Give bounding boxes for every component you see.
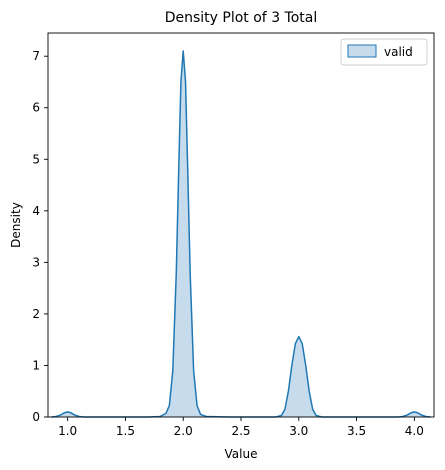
- x-tick-label: 4.0: [405, 424, 424, 438]
- x-tick-label: 3.0: [289, 424, 308, 438]
- density-line-valid: [51, 50, 431, 418]
- legend-swatch-valid: [347, 44, 377, 58]
- axes-frame: [47, 32, 435, 418]
- x-tick-label: 1.0: [58, 424, 77, 438]
- x-tick-label: 2.0: [174, 424, 193, 438]
- x-axis: 1.0 1.5 2.0 2.5 3.0 3.5 4.0: [58, 417, 424, 438]
- y-tick-label: 3: [32, 255, 40, 269]
- y-tick-label: 6: [32, 101, 40, 115]
- x-tick-label: 1.5: [116, 424, 135, 438]
- y-tick-label: 2: [32, 307, 40, 321]
- x-tick-label: 3.5: [347, 424, 366, 438]
- y-tick-label: 4: [32, 204, 40, 218]
- x-tick-label: 2.5: [231, 424, 250, 438]
- legend: valid: [340, 38, 428, 66]
- density-fill-valid: [51, 51, 431, 417]
- plot-area: [51, 50, 431, 418]
- y-tick-label: 1: [32, 358, 40, 372]
- chart-title: Density Plot of 3 Total: [165, 10, 318, 26]
- y-axis-label: Density: [9, 202, 23, 248]
- y-tick-label: 5: [32, 152, 40, 166]
- y-axis: 0 1 2 3 4 5 6 7: [32, 49, 48, 424]
- y-tick-label: 7: [32, 49, 40, 63]
- x-axis-label: Value: [225, 447, 258, 461]
- legend-label-valid: valid: [384, 45, 413, 59]
- y-tick-label: 0: [32, 410, 40, 424]
